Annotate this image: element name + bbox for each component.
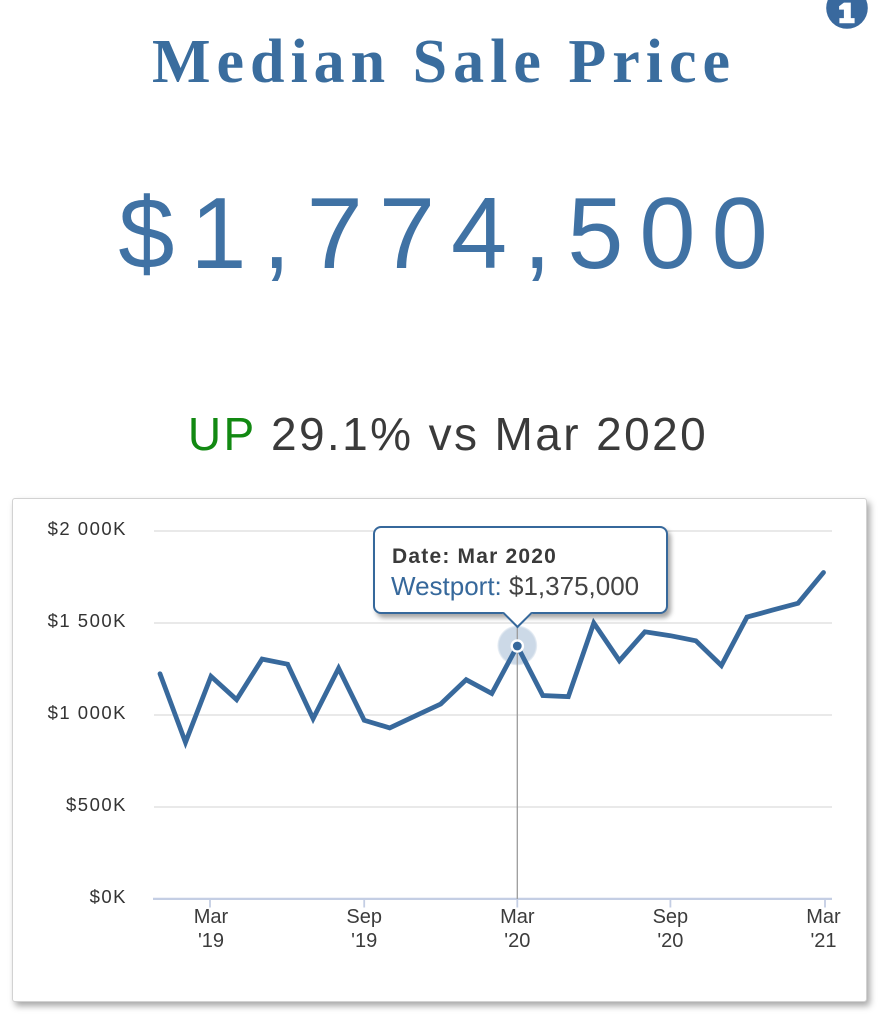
svg-text:'19: '19 — [351, 930, 377, 952]
svg-text:Mar: Mar — [806, 906, 841, 928]
svg-text:$500K: $500K — [66, 794, 127, 815]
svg-text:$1 000K: $1 000K — [48, 702, 127, 723]
svg-text:'21: '21 — [810, 930, 836, 952]
svg-text:Mar: Mar — [194, 906, 229, 928]
svg-text:'20: '20 — [657, 930, 683, 952]
svg-text:Sep: Sep — [653, 906, 689, 928]
svg-text:'20: '20 — [504, 930, 530, 952]
svg-text:$2 000K: $2 000K — [48, 518, 127, 539]
svg-text:$0K: $0K — [90, 886, 127, 907]
svg-text:Sep: Sep — [346, 906, 382, 928]
svg-text:$1 500K: $1 500K — [48, 610, 127, 631]
svg-text:Mar: Mar — [500, 906, 535, 928]
svg-text:'19: '19 — [198, 930, 224, 952]
